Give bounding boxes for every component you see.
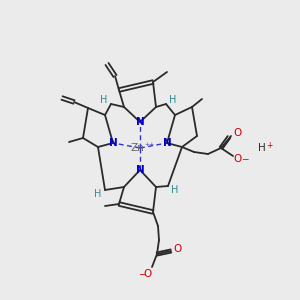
Text: ++: ++ xyxy=(145,142,155,146)
Text: −: − xyxy=(138,269,146,278)
Text: H: H xyxy=(169,95,177,105)
Text: −: − xyxy=(241,154,249,164)
Text: H: H xyxy=(171,185,179,195)
Text: H: H xyxy=(100,95,108,105)
Text: H: H xyxy=(258,143,266,153)
Text: O: O xyxy=(233,128,241,138)
Text: N: N xyxy=(109,138,117,148)
Text: O: O xyxy=(174,244,182,254)
Text: Zn: Zn xyxy=(130,143,144,153)
Text: N: N xyxy=(136,117,144,127)
Text: +: + xyxy=(266,140,272,149)
Text: H: H xyxy=(94,189,102,199)
Text: N: N xyxy=(136,165,144,175)
Text: N: N xyxy=(163,138,171,148)
Text: O: O xyxy=(234,154,242,164)
Text: O: O xyxy=(144,269,152,279)
